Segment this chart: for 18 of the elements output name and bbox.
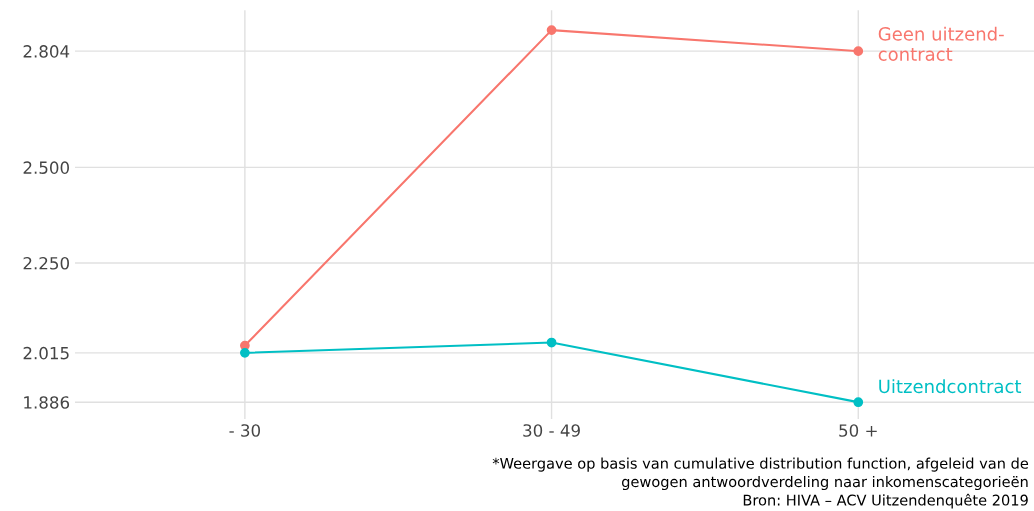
y-tick-label: 2.250: [23, 256, 69, 270]
point: [546, 337, 557, 348]
point: [853, 397, 864, 408]
text: *Weergave op basis van cumulative distribution function, afgeleid van de: [492, 457, 1029, 472]
point: [240, 348, 250, 358]
y-tick-label: 2.015: [23, 346, 69, 360]
series-label: Geen uitzend- contract: [878, 26, 1004, 61]
y-tick-label: 2.804: [23, 45, 70, 58]
x-tick-label: - 30: [229, 424, 261, 437]
text: Bron: HIVA – ACV Uitzendenquête 2019: [743, 493, 1028, 509]
y-tick-label: 1.886: [24, 396, 70, 409]
y-tick-label: 2.500: [23, 161, 69, 174]
x-tick-label: 30 - 49: [523, 424, 580, 437]
series-label: Uitzendcontract: [879, 379, 1022, 394]
point: [853, 46, 864, 56]
x-tick-label: 50 +: [839, 424, 877, 437]
text: gewogen antwoordverdeling naar inkomenscategorieën: [622, 475, 1028, 491]
point: [546, 25, 557, 35]
